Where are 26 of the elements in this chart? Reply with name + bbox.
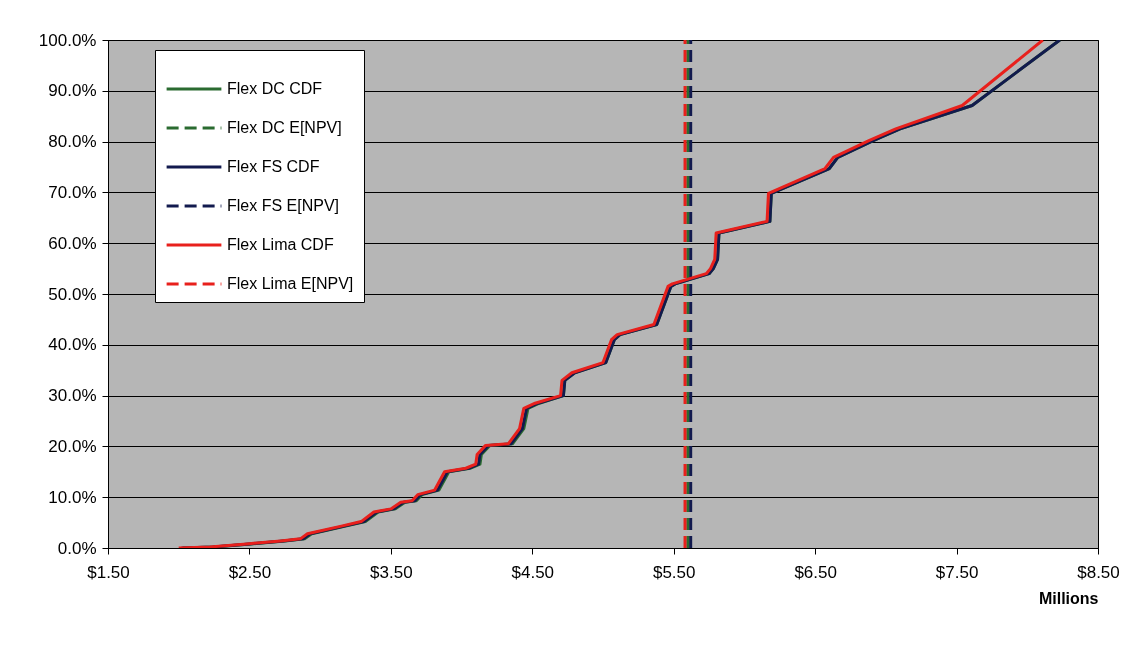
- y-tick-label: 50.0%: [48, 284, 97, 304]
- legend-label: Flex FS E[NPV]: [227, 197, 340, 214]
- y-tick-label: 60.0%: [48, 233, 97, 253]
- x-tick-label: $8.50: [1077, 562, 1120, 582]
- x-tick-label: $7.50: [935, 562, 979, 582]
- y-tick-label: 90.0%: [48, 81, 97, 101]
- x-tick-label: $5.50: [652, 562, 696, 582]
- legend-label: Flex Lima CDF: [227, 236, 334, 253]
- y-tick-label: 0.0%: [57, 538, 97, 558]
- y-tick-label: 10.0%: [48, 487, 97, 507]
- legend-label: Flex Lima E[NPV]: [227, 275, 354, 292]
- legend-label: Flex DC CDF: [227, 80, 323, 97]
- x-tick-label: $3.50: [370, 562, 413, 582]
- y-tick-label: 80.0%: [48, 132, 97, 152]
- y-tick-label: 40.0%: [48, 335, 97, 355]
- y-tick-label: 70.0%: [48, 182, 97, 202]
- x-tick-label: $6.50: [794, 562, 837, 582]
- y-tick-label: 20.0%: [48, 436, 97, 456]
- x-tick-label: $2.50: [228, 562, 272, 582]
- x-tick-label: $1.50: [87, 562, 130, 582]
- y-tick-label: 100.0%: [38, 30, 97, 50]
- legend-label: Flex FS CDF: [227, 158, 320, 175]
- x-tick-label: $4.50: [511, 562, 555, 582]
- legend-label: Flex DC E[NPV]: [227, 119, 342, 136]
- x-axis-title: Millions: [1038, 589, 1099, 607]
- y-tick-label: 30.0%: [48, 386, 97, 406]
